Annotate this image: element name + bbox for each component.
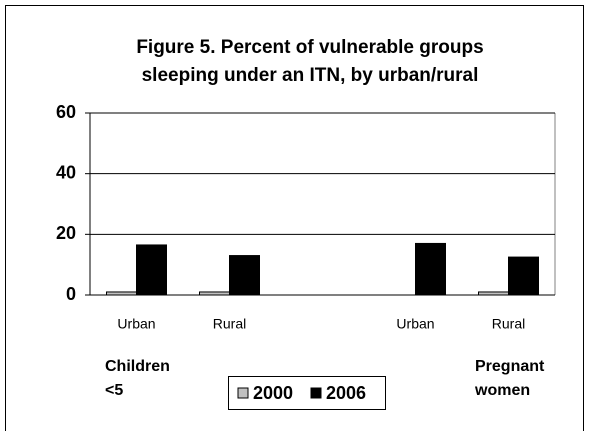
chart-title: sleeping under an ITN, by urban/rural <box>142 65 479 86</box>
group-label: women <box>474 382 530 399</box>
x-tick-label: Urban <box>396 316 434 332</box>
x-tick-label: Urban <box>117 316 155 332</box>
y-tick-label: 20 <box>56 223 76 243</box>
bar <box>415 242 446 296</box>
legend-box <box>228 376 386 410</box>
bar <box>106 291 137 296</box>
bar <box>229 255 260 296</box>
y-tick-label: 60 <box>56 102 76 122</box>
legend-swatch <box>237 387 249 399</box>
bar <box>136 244 167 296</box>
group-label: Pregnant <box>475 358 545 375</box>
legend-label: 2006 <box>326 383 366 403</box>
group-label: Children <box>105 358 170 375</box>
x-tick-label: Rural <box>213 316 246 332</box>
legend-label: 2000 <box>253 383 293 403</box>
y-tick-label: 40 <box>56 162 76 182</box>
chart-frame <box>5 5 584 431</box>
bar <box>508 256 539 296</box>
bar <box>199 291 230 296</box>
legend-swatch <box>310 387 322 399</box>
bar <box>478 291 509 296</box>
x-tick-label: Rural <box>492 316 525 332</box>
group-label: <5 <box>105 382 123 399</box>
chart-title: Figure 5. Percent of vulnerable groups <box>136 37 483 58</box>
y-tick-label: 0 <box>66 284 76 304</box>
